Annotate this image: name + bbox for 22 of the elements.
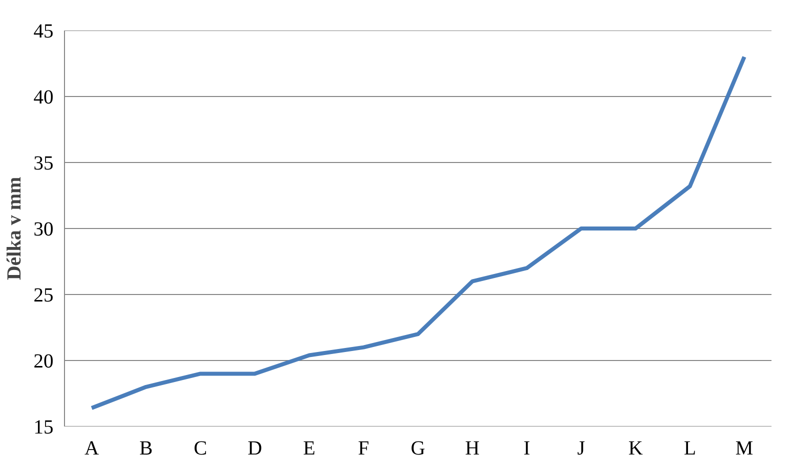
- x-tick-label: G: [410, 438, 426, 460]
- y-tick-label: 20: [34, 350, 54, 372]
- x-tick-label: J: [577, 438, 586, 460]
- x-tick-label: L: [684, 438, 696, 460]
- y-tick-label: 25: [34, 284, 54, 306]
- x-tick-label: M: [735, 438, 754, 460]
- y-tick-label: 35: [34, 152, 54, 174]
- y-tick-label: 15: [34, 416, 54, 438]
- x-tick-label: F: [358, 438, 370, 460]
- x-tick-label: A: [84, 438, 100, 460]
- x-tick-label: C: [194, 438, 208, 460]
- x-tick-label: B: [139, 438, 153, 460]
- x-tick-label: K: [628, 438, 644, 460]
- y-tick-label: 30: [34, 218, 54, 240]
- x-tick-label: I: [523, 438, 530, 460]
- y-axis-title: Délka v mm: [4, 176, 26, 280]
- line-series: [90, 54, 746, 410]
- x-tick-label: H: [465, 438, 480, 460]
- x-tick-label: D: [248, 438, 262, 460]
- y-tick-label: 45: [34, 20, 54, 42]
- x-tick-label: E: [303, 438, 316, 460]
- y-tick-label: 40: [34, 86, 54, 108]
